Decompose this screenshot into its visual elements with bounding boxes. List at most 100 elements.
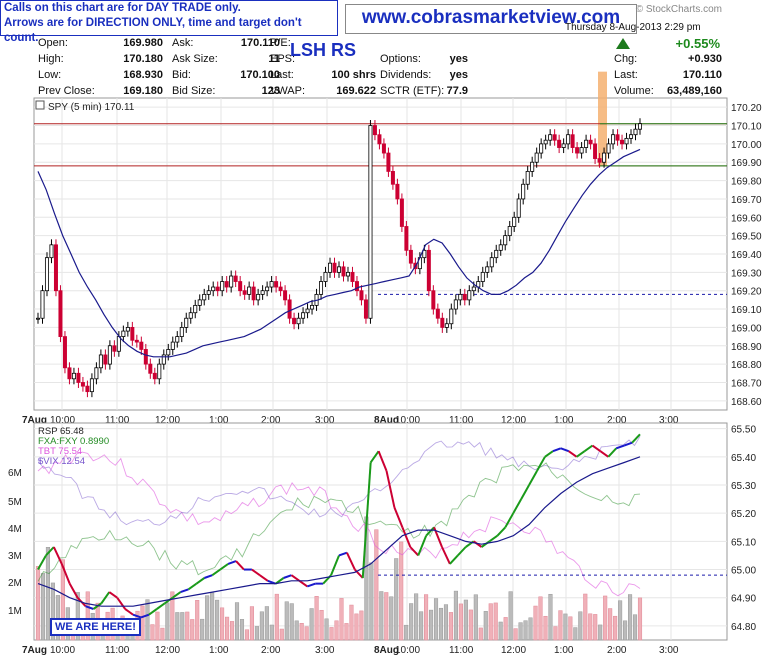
candle-body [431, 290, 436, 310]
candle-body [40, 290, 45, 319]
y-tick-label: 170.00 [731, 140, 762, 151]
legend-entry: TBT 75.54 [38, 446, 82, 457]
rsp-segment [599, 450, 609, 458]
volume-bar [623, 620, 628, 641]
candle-body [588, 139, 593, 145]
volume-bar [239, 619, 245, 641]
candle-body [260, 290, 265, 295]
candle-body [98, 354, 103, 369]
volume-bar [160, 627, 165, 641]
orange-marker-bar [598, 71, 607, 166]
rsp-segment [409, 546, 419, 557]
candle-body [328, 262, 333, 273]
volume-bar [210, 592, 215, 641]
candle-body [224, 281, 229, 288]
volume-tick-label: 6M [8, 468, 22, 479]
rsp-segment [346, 552, 356, 570]
candle-body [125, 327, 130, 332]
quote-value: 123 [261, 85, 280, 97]
candle-body [76, 372, 81, 383]
quote-value: 169.180 [123, 85, 163, 97]
rsp-segment [377, 450, 388, 472]
volume-bar [598, 624, 603, 641]
rsp-segment [338, 551, 348, 557]
x-tick-label: 2:00 [261, 645, 281, 656]
volume-bar [359, 610, 364, 641]
candle-body [283, 290, 288, 301]
volume-bar [404, 624, 409, 641]
site-banner[interactable]: www.cobrasmarketview.com [345, 4, 637, 34]
rsp-segment [290, 574, 300, 582]
candle-body [404, 226, 409, 251]
x-tick-label: 8Aug [374, 415, 399, 426]
volume-bar [463, 599, 468, 641]
candle-body [184, 317, 189, 328]
rsp-segment [528, 470, 538, 486]
x-tick-label: 2:00 [607, 415, 627, 426]
rsp-segment [496, 526, 507, 537]
rsp-segment [576, 450, 586, 458]
volume-bar [503, 617, 508, 641]
volume-bar [284, 601, 289, 641]
candle-body [103, 354, 108, 365]
volume-bar [190, 619, 195, 641]
candle-body [121, 330, 126, 337]
quote-value: 63,489,160 [666, 85, 722, 97]
rsp-segment [552, 447, 562, 453]
candle-body [516, 198, 521, 218]
y-tick-label: 168.80 [731, 360, 762, 371]
candle-body [148, 363, 153, 374]
volume-bar [304, 626, 309, 641]
volume-bar [254, 626, 259, 641]
volume-bar [493, 602, 498, 641]
volume-bar [369, 562, 374, 641]
quote-value: +0.930 [688, 53, 722, 65]
volume-bar [428, 609, 434, 641]
rsp-segment [116, 597, 126, 610]
candle-body [381, 143, 386, 154]
volume-bar [513, 628, 518, 641]
candle-body [534, 152, 539, 163]
price-chart-title: SPY (5 min) 170.11 [48, 102, 135, 113]
x-tick-label: 7Aug [22, 645, 47, 656]
disclaimer-line-1: Calls on this chart are for DAY TRADE on… [4, 2, 241, 14]
candle-body [49, 244, 54, 259]
x-tick-label: 8Aug [374, 645, 399, 656]
y-tick-label: 169.30 [731, 268, 762, 279]
quote-label: VWAP: [270, 85, 306, 97]
volume-bar [165, 602, 170, 641]
volume-bar [55, 595, 60, 641]
volume-bar [220, 607, 225, 641]
candle-body [80, 382, 85, 387]
volume-bar [140, 605, 145, 641]
volume-bar [498, 621, 503, 641]
rsp-segment [417, 535, 428, 556]
rsp-segment [354, 568, 364, 579]
candle-body [94, 367, 99, 380]
volume-bar [458, 603, 463, 641]
x-tick-label: 1:00 [554, 415, 574, 426]
y-tick-label: 170.20 [731, 103, 762, 114]
volume-bar [40, 573, 46, 641]
volume-bar [339, 598, 344, 641]
volume-bar [583, 593, 588, 641]
candle-body [116, 336, 121, 352]
candle-body [444, 323, 449, 328]
legend-entry: RSP 65.48 [38, 426, 84, 437]
volume-bar [443, 604, 449, 641]
volume-bar [543, 615, 548, 641]
y-tick-label: 169.90 [731, 158, 762, 169]
quote-value: 170.110 [682, 69, 722, 81]
moving-average-line [37, 148, 641, 358]
percent-change: +0.55% [675, 36, 720, 51]
chart-icon [35, 100, 45, 110]
rsp-segment [68, 583, 79, 599]
candle-body [372, 125, 377, 136]
candle-body [368, 125, 373, 319]
quote-label: Volume: [614, 85, 654, 97]
volume-bar [289, 603, 294, 641]
candle-body [62, 336, 67, 369]
x-tick-label: 12:00 [155, 415, 180, 426]
volume-bar [45, 547, 51, 641]
y-tick-label: 65.10 [731, 537, 756, 548]
